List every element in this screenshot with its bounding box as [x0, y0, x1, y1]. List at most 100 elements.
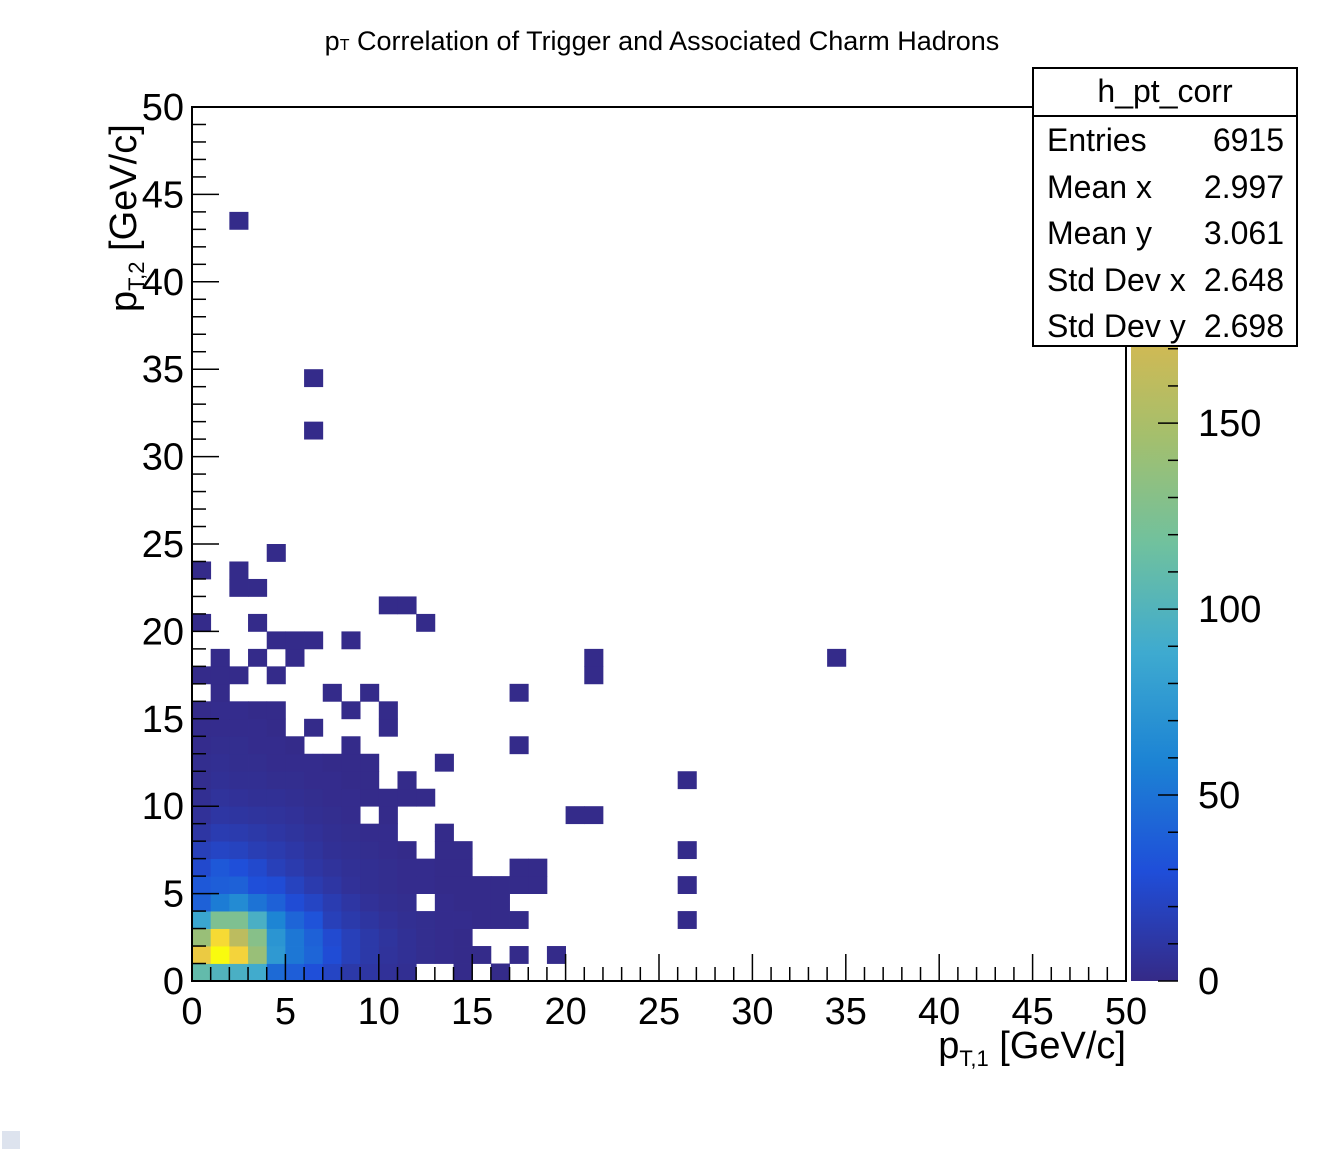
heatmap-cell: [378, 841, 398, 860]
heatmap-cell: [229, 788, 249, 807]
heatmap-cell: [397, 858, 417, 877]
heatmap-cell: [490, 876, 510, 894]
heatmap-cell: [378, 876, 398, 894]
heatmap-cell: [229, 946, 249, 964]
x-tick-label: 25: [638, 991, 680, 1033]
heatmap-cell: [472, 946, 492, 964]
heatmap-cell: [192, 946, 212, 964]
heatmap-cell: [509, 683, 529, 702]
heatmap-cell: [378, 963, 398, 982]
heatmap-cell: [360, 911, 380, 929]
y-tick-label: 30: [142, 437, 184, 479]
heatmap-cell: [416, 858, 436, 877]
heatmap-cell: [434, 753, 454, 772]
heatmap-cell: [304, 928, 324, 947]
heatmap-cell: [677, 771, 697, 790]
heatmap-cell: [192, 788, 212, 807]
heatmap-cell: [192, 893, 212, 912]
heatmap-cell: [229, 963, 249, 982]
heatmap-cell: [322, 911, 342, 929]
heatmap-cell: [285, 911, 305, 929]
y-tick-label: 25: [142, 524, 184, 566]
heatmap-cell: [285, 736, 305, 755]
heatmap-cell: [248, 893, 268, 912]
heatmap-cell: [453, 946, 473, 964]
heatmap-cell: [322, 841, 342, 860]
heatmap-cell: [248, 946, 268, 964]
heatmap-cell: [434, 928, 454, 947]
heatmap-cells: [192, 211, 847, 982]
heatmap-cell: [341, 806, 361, 825]
heatmap-cell: [210, 683, 230, 702]
heatmap-cell: [229, 911, 249, 929]
heatmap-cell: [192, 876, 212, 894]
heatmap-cell: [266, 858, 286, 877]
heatmap-cell: [210, 718, 230, 737]
heatmap-cell: [341, 788, 361, 807]
heatmap-cell: [341, 701, 361, 720]
heatmap-cell: [285, 753, 305, 772]
heatmap-cell: [360, 946, 380, 964]
chart-title: pT Correlation of Trigger and Associated…: [324, 26, 1000, 56]
heatmap-cell: [453, 893, 473, 912]
heatmap-cell: [229, 841, 249, 860]
heatmap-cell: [248, 806, 268, 825]
colorbar-tick-label: 50: [1198, 775, 1240, 817]
heatmap-cell: [378, 596, 398, 615]
stats-row-mean-y: Mean y 3.061: [1047, 215, 1284, 251]
heatmap-cell: [304, 788, 324, 807]
heatmap-cell: [397, 963, 417, 982]
heatmap-cell: [304, 911, 324, 929]
heatmap-cell: [322, 963, 342, 982]
heatmap-cell: [266, 544, 286, 562]
heatmap-cell: [490, 893, 510, 912]
colorbar-tick-label: 150: [1198, 403, 1261, 445]
heatmap-cell: [285, 648, 305, 667]
heatmap-cell: [304, 771, 324, 790]
heatmap-cell: [192, 718, 212, 737]
heatmap-cell: [210, 858, 230, 877]
heatmap-cell: [322, 753, 342, 772]
heatmap-cell: [453, 911, 473, 929]
heatmap-cell: [248, 648, 268, 667]
heatmap-cell: [584, 806, 604, 825]
heatmap-cell: [248, 718, 268, 737]
heatmap-cell: [192, 841, 212, 860]
heatmap-cell: [378, 893, 398, 912]
heatmap-cell: [341, 963, 361, 982]
heatmap-cell: [304, 963, 324, 982]
heatmap-cell: [360, 858, 380, 877]
heatmap-cell: [434, 876, 454, 894]
heatmap-cell: [210, 753, 230, 772]
heatmap-cell: [378, 911, 398, 929]
stats-title: h_pt_corr: [1034, 69, 1296, 117]
heatmap-cell: [378, 788, 398, 807]
heatmap-cell: [378, 806, 398, 825]
heatmap-cell: [341, 753, 361, 772]
heatmap-cell: [229, 701, 249, 720]
heatmap-cell: [248, 701, 268, 720]
heatmap-cell: [322, 876, 342, 894]
heatmap-cell: [453, 928, 473, 947]
heatmap-cell: [192, 858, 212, 877]
heatmap-cell: [378, 946, 398, 964]
x-tick-label: 15: [451, 991, 493, 1033]
y-axis-title: pT,2 [GeV/c]: [103, 124, 149, 312]
heatmap-cell: [229, 876, 249, 894]
heatmap-cell: [248, 753, 268, 772]
heatmap-cell: [210, 841, 230, 860]
heatmap-cell: [229, 806, 249, 825]
heatmap-cell: [584, 666, 604, 685]
heatmap-cell: [360, 683, 380, 702]
heatmap-cell: [360, 928, 380, 947]
heatmap-cell: [827, 648, 847, 667]
heatmap-cell: [192, 613, 212, 632]
heatmap-cell: [546, 946, 566, 964]
heatmap-cell: [490, 963, 510, 982]
heatmap-cell: [322, 806, 342, 825]
heatmap-cell: [229, 823, 249, 842]
heatmap-cell: [341, 946, 361, 964]
heatmap-cell: [397, 596, 417, 615]
heatmap-cell: [248, 928, 268, 947]
heatmap-cell: [210, 666, 230, 685]
